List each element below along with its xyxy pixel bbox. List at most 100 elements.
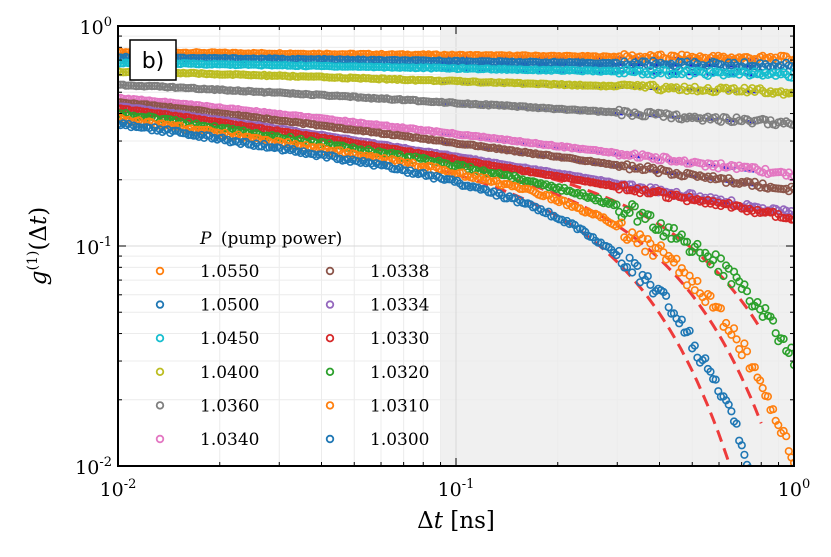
data-point [445,76,454,85]
data-point [753,298,762,307]
data-point [719,271,728,281]
data-point [541,104,551,113]
data-point [560,58,569,67]
data-point [335,92,345,101]
data-point [552,104,561,113]
legend-marker [325,367,335,376]
data-point [578,81,587,90]
data-point [239,87,248,96]
data-point [213,60,222,69]
legend-label: 1.0360 [200,396,259,416]
data-point [150,81,159,91]
data-point [489,78,498,87]
data-point [586,145,595,154]
data-point [118,80,125,89]
data-point [651,225,660,234]
data-point [552,152,561,161]
data-point [448,64,457,73]
data-point [575,106,585,115]
data-point [458,77,467,86]
data-point [367,74,376,83]
data-point [622,263,632,272]
data-point [296,90,305,99]
data-point [414,97,423,106]
y-tick-label: 10-1 [75,235,112,259]
data-point [461,131,470,140]
data-point [424,75,433,85]
series-1.0338 [118,98,794,196]
data-point [437,77,446,86]
data-point [789,184,794,194]
data-point [307,120,316,129]
data-point [401,75,410,85]
data-point [489,100,498,109]
data-point [711,250,720,259]
legend-label: 1.0338 [370,262,429,282]
data-point [118,120,123,129]
data-point [526,139,535,148]
data-point [638,112,647,121]
data-point [732,87,741,96]
data-points [118,47,794,466]
x-tick-label: 100 [778,477,810,501]
data-point [536,103,545,112]
data-point [330,123,339,132]
data-point [737,441,746,450]
data-point [727,280,736,289]
data-point [505,78,514,87]
panel-label-box: b) [129,39,177,81]
data-point [682,237,692,246]
data-point [648,251,658,260]
series-1.0550 [118,47,794,66]
data-point [732,419,741,428]
data-point [643,189,652,198]
data-point [401,63,410,72]
data-point [646,280,655,290]
data-point [768,405,778,414]
data-point [187,68,196,77]
legend-marker [155,300,165,309]
y-tick-label: 100 [80,15,112,39]
data-point [314,72,324,81]
legend-marker [155,334,165,343]
data-point [740,450,749,459]
legend-label: 1.0330 [370,329,429,349]
data-point [787,343,794,352]
data-point [458,131,467,140]
data-point [270,71,279,80]
data-point [774,421,783,430]
data-point [669,224,679,233]
data-point [758,384,767,393]
data-point [614,246,624,256]
data-point [789,67,794,77]
data-point [557,153,566,162]
data-point [458,99,467,108]
data-point [314,90,324,99]
data-point [218,70,227,79]
data-point [283,61,292,70]
legend-marker [325,266,335,276]
legend-label: 1.0500 [200,296,259,316]
data-point [317,61,326,71]
data-point [711,375,720,384]
legend-marker [325,300,335,309]
data-point [500,180,509,189]
data-point [377,121,386,130]
data-point [372,128,381,137]
data-point [607,107,616,117]
data-point [252,71,261,80]
data-point [507,194,517,203]
data-point [239,111,248,120]
data-point [134,81,143,91]
data-point [220,70,230,79]
data-point [594,146,603,156]
data-point [740,280,749,289]
data-point [252,87,261,96]
data-point [461,140,470,149]
data-point [179,59,188,68]
data-point [659,248,668,257]
data-point [787,88,794,97]
data-point [567,58,577,67]
data-point [118,104,123,113]
legend-marker [325,334,335,343]
